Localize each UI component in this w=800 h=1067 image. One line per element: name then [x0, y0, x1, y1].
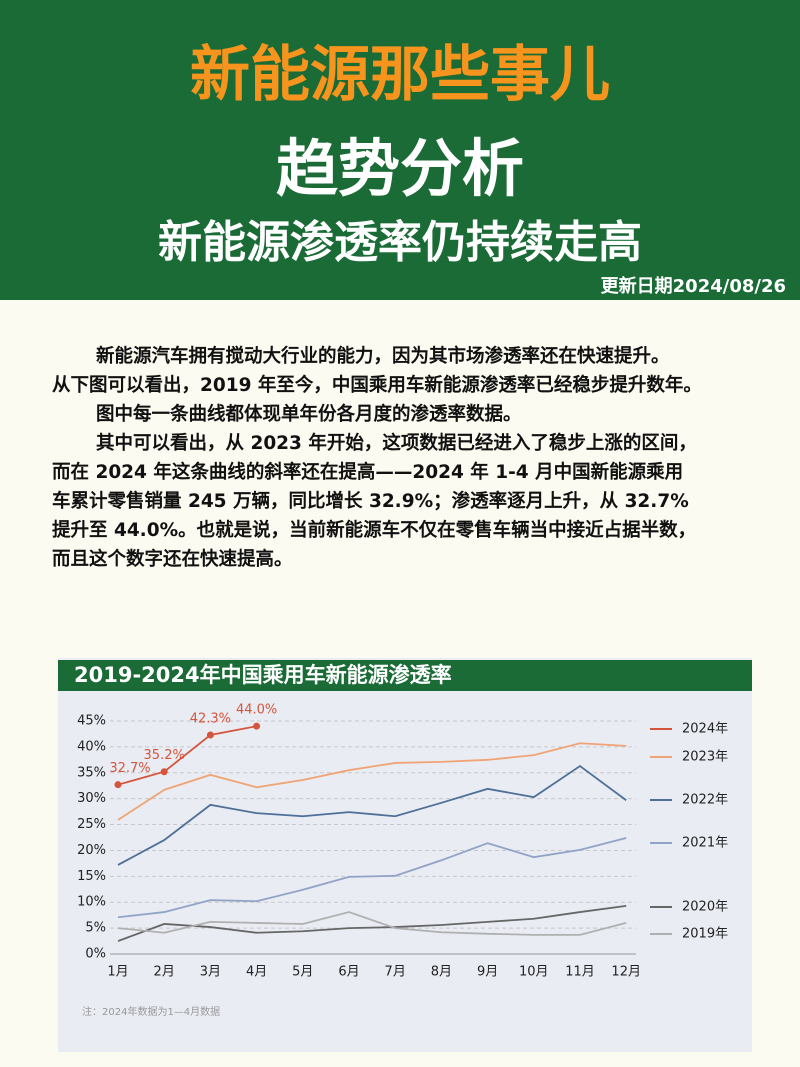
body-line: 图中每一条曲线都体现单年份各月度的渗透率数据。 [96, 404, 522, 425]
title: 新能源那些事儿 [190, 40, 610, 110]
y-tick-label: 20% [77, 843, 106, 858]
x-tick-label: 2月 [154, 965, 175, 980]
body-line: 车累计零售销量 245 万辆，同比增长 32.9%；渗透率逐月上升，从 32.7… [52, 491, 689, 512]
x-tick-label: 6月 [338, 965, 359, 980]
series-line [117, 911, 627, 936]
data-point [253, 722, 261, 730]
series-line [117, 742, 627, 821]
body-line: 提升至 44.0%。也就是说，当前新能源车不仅在零售车辆当中接近占据半数， [52, 520, 697, 541]
y-tick-label: 45% [77, 714, 106, 729]
x-tick-label: 4月 [246, 965, 267, 980]
x-tick-label: 10月 [519, 965, 549, 980]
series-line [117, 837, 627, 919]
x-tick-label: 8月 [431, 965, 452, 980]
body-line: 而在 2024 年这条曲线的斜率还在提高——2024 年 1-4 月中国新能源乘… [52, 462, 684, 483]
chart-note: 注：2024年数据为1—4月数据 [82, 1005, 220, 1018]
x-tick-label: 12月 [611, 965, 641, 980]
body-line: 而且这个数字还在快速提高。 [52, 549, 293, 570]
chart-title-bar [58, 660, 752, 691]
chart: 2019-2024年中国乘用车新能源渗透率 注：2024年数据为1—4月数据 0… [58, 658, 752, 1052]
y-tick-label: 0% [85, 947, 106, 962]
data-point [160, 768, 168, 776]
y-tick-label: 30% [77, 791, 106, 806]
subtitle: 趋势分析 [275, 132, 524, 205]
legend-label: 2023年 [682, 750, 728, 765]
x-tick-label: 3月 [200, 965, 221, 980]
body-line: 从下图可以看出，2019 年至今，中国乘用车新能源渗透率已经稳步提升数年。 [52, 375, 702, 396]
y-tick-label: 35% [77, 765, 106, 780]
y-tick-label: 5% [85, 921, 106, 936]
body-line: 新能源汽车拥有搅动大行业的能力，因为其市场渗透率还在快速提升。 [96, 346, 670, 367]
data-label: 42.3% [190, 711, 231, 726]
x-tick-label: 7月 [385, 965, 406, 980]
headline: 新能源渗透率仍持续走高 [158, 217, 642, 268]
x-tick-label: 9月 [477, 965, 498, 980]
legend-label: 2021年 [682, 836, 728, 851]
data-point [114, 781, 122, 789]
data-label: 32.7% [109, 761, 150, 776]
chart-title: 2019-2024年中国乘用车新能源渗透率 [74, 663, 452, 687]
x-tick-label: 1月 [107, 965, 128, 980]
legend-label: 2020年 [682, 900, 728, 915]
legend-label: 2022年 [682, 793, 728, 808]
data-point [206, 731, 214, 739]
data-label: 35.2% [144, 748, 185, 763]
x-tick-label: 5月 [292, 965, 313, 980]
series-line [117, 904, 627, 942]
data-label: 44.0% [236, 703, 277, 718]
body-line: 其中可以看出，从 2023 年开始，这项数据已经进入了稳步上涨的区间， [96, 433, 697, 454]
y-tick-label: 10% [77, 895, 106, 910]
legend-label: 2024年 [682, 722, 728, 737]
y-tick-label: 25% [77, 817, 106, 832]
chart-background [58, 658, 752, 1052]
y-tick-label: 40% [77, 739, 106, 754]
update-date: 更新日期2024/08/26 [600, 276, 786, 297]
series-line [117, 725, 257, 786]
header: 新能源那些事儿 趋势分析 新能源渗透率仍持续走高 更新日期2024/08/26 [0, 0, 800, 300]
legend-label: 2019年 [682, 927, 728, 942]
y-tick-label: 15% [77, 869, 106, 884]
series-line [117, 764, 627, 866]
x-tick-label: 11月 [565, 965, 595, 980]
